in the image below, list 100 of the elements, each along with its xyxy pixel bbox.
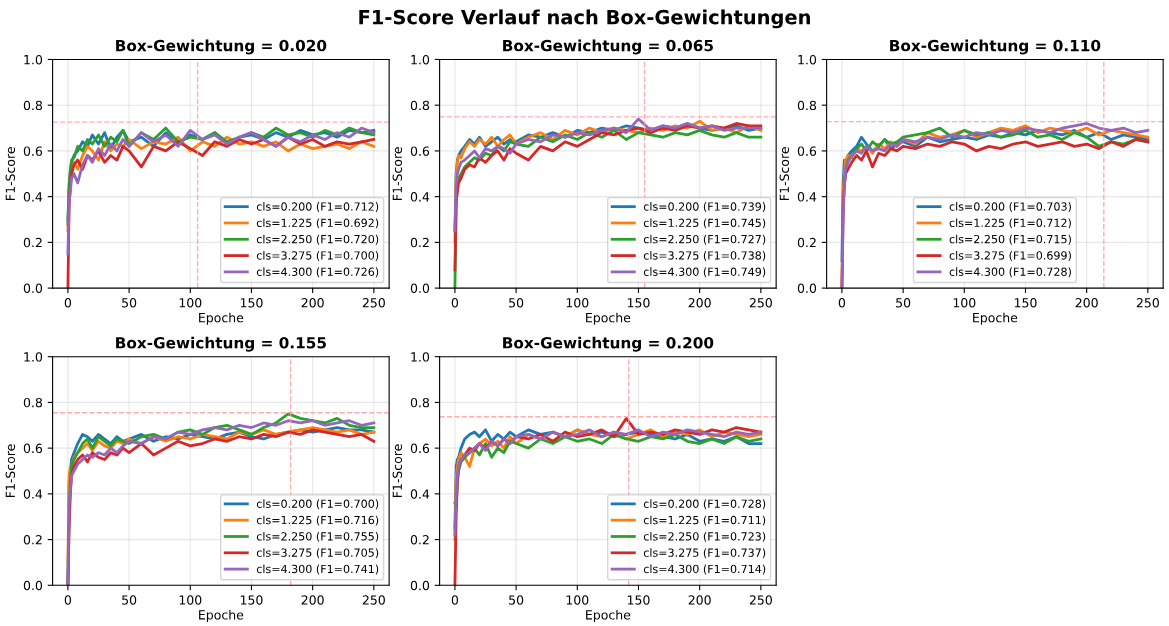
legend-label: cls=1.225 (F1=0.745) [643, 218, 766, 229]
y-tick-label: 0.2 [23, 535, 42, 545]
y-tick-label: 0.4 [23, 489, 43, 499]
legend-label: cls=0.200 (F1=0.712) [256, 202, 379, 213]
y-tick-label: 0.6 [23, 443, 43, 454]
x-tick-label: 100 [953, 298, 976, 308]
y-tick-label: 0.0 [23, 580, 43, 591]
y-tick-label: 1.0 [24, 54, 43, 65]
x-axis-title: Epoche [586, 609, 631, 623]
y-tick-label: 0.4 [410, 489, 430, 499]
y-tick-label: 0.4 [410, 192, 430, 202]
x-tick-label: 250 [362, 595, 385, 605]
y-tick-label: 0.8 [410, 397, 430, 408]
y-tick-label: 0.2 [410, 535, 429, 545]
x-tick-label: 200 [301, 595, 324, 605]
legend-label: cls=2.250 (F1=0.715) [949, 234, 1071, 245]
chart-title: Box-Gewichtung = 0.155 [116, 336, 326, 352]
chart-title: Box-Gewichtung = 0.110 [890, 39, 1101, 55]
x-tick-label: 250 [1136, 298, 1159, 308]
y-tick-label: 0.6 [23, 146, 43, 156]
x-tick-label: 0 [64, 298, 72, 308]
x-tick-label: 50 [122, 298, 137, 308]
legend-label: cls=2.250 (F1=0.755) [256, 531, 379, 542]
legend-label: cls=0.200 (F1=0.703) [949, 202, 1071, 213]
legend-label: cls=3.275 (F1=0.737) [643, 548, 766, 559]
x-tick-label: 50 [509, 298, 524, 308]
x-tick-label: 50 [896, 298, 911, 308]
y-tick-label: 0.8 [410, 100, 430, 111]
legend-label: cls=4.300 (F1=0.714) [643, 564, 766, 575]
x-tick-label: 200 [688, 595, 711, 605]
x-tick-label: 100 [179, 595, 202, 605]
y-tick-label: 0.2 [410, 237, 429, 248]
x-tick-label: 150 [240, 595, 263, 605]
y-tick-label: 1.0 [411, 54, 430, 65]
y-tick-label: 0.8 [797, 100, 817, 111]
legend-label: cls=1.225 (F1=0.692) [256, 218, 379, 229]
legend-label: cls=3.275 (F1=0.705) [256, 548, 379, 559]
y-axis-title: F1-Score [779, 147, 790, 200]
text: F1-Score Verlauf nach Box-Gewichtungen [359, 9, 810, 29]
y-tick-label: 0.4 [23, 192, 43, 202]
legend-label: cls=2.250 (F1=0.720) [256, 234, 379, 245]
x-tick-label: 50 [509, 595, 524, 605]
y-tick-label: 1.0 [411, 352, 430, 362]
y-tick-label: 0.0 [410, 580, 430, 591]
y-tick-label: 0.4 [797, 192, 817, 202]
chart-title: Box-Gewichtung = 0.200 [503, 336, 714, 352]
y-tick-label: 0.8 [23, 100, 43, 111]
chart-title: Box-Gewichtung = 0.065 [503, 39, 713, 55]
x-tick-label: 150 [627, 595, 650, 605]
x-tick-label: 100 [179, 298, 202, 308]
legend-label: cls=4.300 (F1=0.726) [256, 267, 379, 278]
x-tick-label: 250 [749, 595, 772, 605]
y-tick-label: 0.6 [410, 146, 430, 156]
y-tick-label: 0.8 [23, 397, 43, 408]
x-tick-label: 0 [451, 595, 459, 605]
legend-label: cls=3.275 (F1=0.699) [949, 251, 1071, 261]
x-tick-label: 200 [301, 298, 324, 308]
x-axis-title: Epoche [199, 609, 244, 623]
y-tick-label: 0.2 [23, 237, 42, 248]
y-tick-label: 0.0 [23, 283, 43, 294]
y-tick-label: 1.0 [798, 54, 817, 65]
y-tick-label: 1.0 [24, 352, 43, 362]
legend-label: cls=3.275 (F1=0.700) [256, 251, 379, 261]
y-tick-label: 0.2 [797, 237, 816, 248]
legend-label: cls=4.300 (F1=0.749) [643, 267, 766, 278]
legend-label: cls=2.250 (F1=0.727) [643, 234, 766, 245]
x-axis-title: Epoche [199, 312, 244, 325]
x-tick-label: 150 [1014, 298, 1037, 308]
legend-label: cls=1.225 (F1=0.711) [643, 515, 766, 526]
y-axis-title: F1-Score [5, 444, 16, 498]
x-axis-title: Epoche [586, 312, 631, 325]
x-tick-label: 50 [122, 595, 137, 605]
y-axis-title: F1-Score [5, 147, 16, 200]
y-tick-label: 0.6 [797, 146, 817, 156]
legend-label: cls=0.200 (F1=0.728) [643, 499, 766, 510]
legend-label: cls=4.300 (F1=0.741) [256, 564, 379, 575]
x-tick-label: 0 [451, 298, 459, 308]
y-tick-label: 0.0 [410, 283, 430, 294]
x-tick-label: 200 [688, 298, 711, 308]
x-tick-label: 100 [566, 298, 589, 308]
x-tick-label: 150 [240, 298, 263, 308]
x-tick-label: 250 [362, 298, 385, 308]
legend-label: cls=3.275 (F1=0.738) [643, 251, 766, 261]
legend-label: cls=4.300 (F1=0.728) [949, 267, 1071, 278]
legend-label: cls=0.200 (F1=0.700) [256, 499, 379, 510]
y-axis-title: F1-Score [392, 147, 403, 200]
chart-title: Box-Gewichtung = 0.020 [116, 39, 327, 55]
y-tick-label: 0.6 [410, 443, 430, 454]
x-tick-label: 0 [838, 298, 846, 308]
x-tick-label: 100 [566, 595, 589, 605]
y-tick-label: 0.0 [797, 283, 817, 294]
x-tick-label: 200 [1075, 298, 1098, 308]
legend-label: cls=1.225 (F1=0.712) [949, 218, 1071, 229]
legend-label: cls=2.250 (F1=0.723) [643, 531, 766, 542]
x-axis-title: Epoche [973, 312, 1018, 325]
x-tick-label: 0 [64, 595, 72, 605]
legend-label: cls=0.200 (F1=0.739) [643, 202, 766, 213]
legend-label: cls=1.225 (F1=0.716) [256, 515, 379, 526]
y-axis-title: F1-Score [392, 444, 403, 498]
x-tick-label: 250 [749, 298, 772, 308]
